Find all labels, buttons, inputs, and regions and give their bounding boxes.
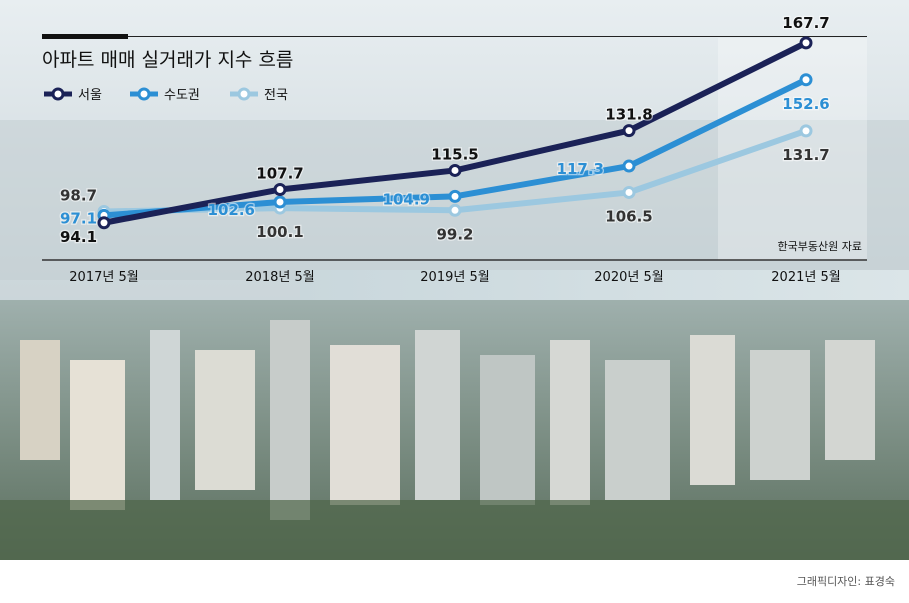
data-label-capital-region: 104.9 xyxy=(383,190,430,208)
data-label-capital-region: 152.6 xyxy=(782,95,829,113)
legend-item-nationwide: 전국 xyxy=(230,87,288,103)
data-label-seoul: 131.8 xyxy=(605,106,652,124)
data-label-nationwide: 131.7 xyxy=(782,146,829,164)
x-tick-label: 2021년 5월 xyxy=(771,270,840,285)
data-point-seoul xyxy=(799,36,813,50)
x-tick-label: 2017년 5월 xyxy=(69,270,138,285)
data-point-capital-region xyxy=(799,73,813,87)
data-label-seoul: 107.7 xyxy=(256,165,303,183)
data-label-nationwide: 98.7 xyxy=(60,187,97,205)
data-point-capital-region xyxy=(273,195,287,209)
data-point-seoul xyxy=(97,216,111,230)
x-tick-label: 2019년 5월 xyxy=(420,270,489,285)
legend-label-nationwide: 전국 xyxy=(264,88,288,103)
data-point-capital-region xyxy=(622,159,636,173)
x-tick-labels: 2017년 5월 2018년 5월 2019년 5월 2020년 5월 2021… xyxy=(69,270,840,285)
data-point-seoul xyxy=(448,163,462,177)
data-label-capital-region: 117.3 xyxy=(557,160,604,178)
x-tick-label: 2020년 5월 xyxy=(594,270,663,285)
x-tick-label: 2018년 5월 xyxy=(245,270,314,285)
data-label-nationwide: 106.5 xyxy=(605,207,652,225)
legend: 서울 수도권 전국 xyxy=(44,87,288,103)
chart-title: 아파트 매매 실거래가 지수 흐름 xyxy=(42,49,293,71)
legend-item-seoul: 서울 xyxy=(44,87,102,103)
plot-area xyxy=(97,36,813,230)
data-label-capital-region: 102.6 xyxy=(208,201,255,219)
graphic-credit: 그래픽디자인: 표경숙 xyxy=(796,575,895,588)
data-label-capital-region: 97.1 xyxy=(60,209,97,227)
source-note: 한국부동산원 자료 xyxy=(778,240,862,253)
data-point-seoul xyxy=(273,183,287,197)
legend-label-seoul: 서울 xyxy=(78,88,102,103)
data-point-capital-region xyxy=(448,189,462,203)
data-point-nationwide xyxy=(448,203,462,217)
data-label-nationwide: 100.1 xyxy=(256,223,303,241)
data-point-seoul xyxy=(622,124,636,138)
data-point-nationwide xyxy=(622,185,636,199)
header-accent-bar xyxy=(42,34,128,39)
data-label-seoul: 115.5 xyxy=(431,145,478,163)
data-label-nationwide: 99.2 xyxy=(436,225,473,243)
legend-item-capital-region: 수도권 xyxy=(130,87,200,103)
data-label-seoul: 94.1 xyxy=(60,228,97,246)
data-labels: 94.1 107.7 115.5 131.8 167.7 97.1 102.6 104.9 11… xyxy=(59,13,831,247)
legend-label-capital-region: 수도권 xyxy=(164,88,200,103)
data-label-seoul: 167.7 xyxy=(782,14,829,32)
data-point-nationwide xyxy=(799,124,813,138)
